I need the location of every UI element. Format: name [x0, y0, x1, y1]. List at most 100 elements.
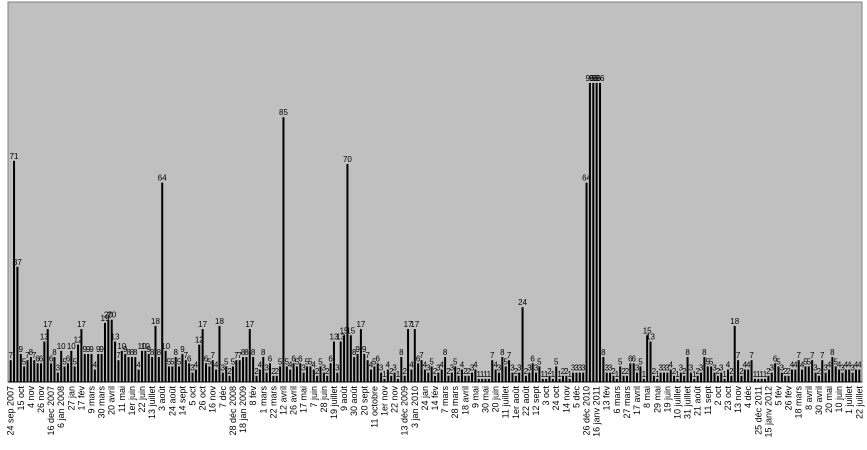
bar — [602, 357, 605, 382]
x-tick-label: 12 avril — [278, 386, 288, 415]
bar — [713, 372, 716, 382]
bar — [514, 375, 517, 382]
value-label: 2 — [786, 367, 791, 376]
x-tick-label: 7 mars — [440, 386, 450, 414]
x-tick-label: 7 juin — [309, 386, 319, 408]
bar — [625, 375, 628, 382]
value-label: 3 — [840, 364, 845, 373]
bar — [757, 378, 760, 382]
bar — [282, 117, 285, 382]
bar — [494, 369, 497, 382]
bar — [484, 378, 487, 382]
value-label: 17 — [410, 320, 419, 329]
value-label: 1 — [655, 370, 660, 379]
bar — [629, 363, 632, 382]
x-tick-label: 19 juin — [662, 386, 672, 413]
value-label: 10 — [117, 342, 126, 351]
x-tick-label: 26 fév — [784, 386, 794, 411]
x-tick-label: 30 avril — [814, 386, 824, 415]
bar — [181, 353, 184, 382]
x-tick-label: 20 juin — [491, 386, 501, 413]
value-label: 8 — [500, 348, 505, 357]
value-label: 19 — [101, 314, 110, 323]
x-tick-label: 18 mars — [794, 386, 804, 419]
bar — [450, 372, 453, 382]
bar — [255, 375, 258, 382]
bar — [716, 375, 719, 382]
bar — [343, 335, 346, 382]
value-label: 6 — [773, 354, 778, 363]
value-label: 5 — [429, 357, 434, 366]
value-label: 9 — [355, 345, 360, 354]
x-tick-label: 1 mars — [258, 386, 268, 414]
bar — [19, 353, 22, 382]
bar — [471, 372, 474, 382]
value-label: 3 — [335, 364, 340, 373]
value-label: 2 — [402, 367, 407, 376]
value-label: 6 — [291, 354, 296, 363]
value-label: 4 — [844, 361, 849, 370]
bar — [39, 363, 42, 382]
x-tick-label: 13 nov — [733, 386, 743, 414]
value-label: 7 — [820, 351, 825, 360]
x-tick-label: 11 octobre — [369, 386, 379, 428]
x-tick-label: 13 fév — [602, 386, 612, 411]
bar — [804, 366, 807, 382]
bar — [723, 378, 726, 382]
bar — [188, 363, 191, 382]
value-label: 4 — [312, 361, 317, 370]
value-label: 5 — [709, 357, 714, 366]
bar — [184, 360, 187, 382]
bar — [609, 372, 612, 382]
value-label: 6 — [328, 354, 333, 363]
bar — [110, 319, 113, 382]
value-label: 2 — [766, 367, 771, 376]
bar — [747, 369, 750, 382]
bar — [834, 366, 837, 382]
bar — [53, 357, 56, 382]
bar — [144, 350, 147, 382]
value-label: 5 — [308, 357, 313, 366]
bar — [174, 357, 177, 382]
bar — [231, 366, 234, 382]
value-label: 3 — [450, 364, 455, 373]
x-tick-label: 26 nov — [36, 386, 46, 414]
value-label: 1 — [722, 370, 727, 379]
bar — [194, 369, 197, 382]
value-label: 3 — [436, 364, 441, 373]
x-tick-label: 14 nov — [561, 386, 571, 414]
value-label: 15 — [346, 326, 355, 335]
value-label: 4 — [790, 361, 795, 370]
value-label: 6 — [66, 354, 71, 363]
bar — [477, 378, 480, 382]
value-label: 9 — [96, 345, 101, 354]
x-tick-label: 22 août — [521, 386, 531, 417]
x-tick-label: 14 fév — [430, 386, 440, 411]
x-tick-label: 1er juin — [127, 386, 137, 416]
value-label: 3 — [517, 364, 522, 373]
bar — [154, 325, 157, 382]
x-tick-label: 18 jan 2009 — [238, 386, 248, 433]
bar — [221, 372, 224, 382]
bar — [615, 378, 618, 382]
x-tick-label: 21 août — [693, 386, 703, 417]
value-label: 7 — [507, 351, 512, 360]
value-label: 6 — [298, 354, 303, 363]
value-label: 20 — [104, 311, 113, 320]
x-tick-label: 5 oct — [188, 386, 198, 406]
bar — [733, 325, 736, 382]
bar — [528, 372, 531, 382]
bar — [302, 372, 305, 382]
bar — [390, 375, 393, 382]
bar — [191, 372, 194, 382]
bar — [423, 369, 426, 382]
value-label: 5 — [638, 357, 643, 366]
x-tick-label: 22 nov — [390, 386, 400, 414]
bar — [383, 378, 386, 382]
x-tick-label: 23 oct — [723, 386, 733, 411]
bar — [787, 375, 790, 382]
value-label: 7 — [736, 351, 741, 360]
x-tick-label: 20 sept — [359, 386, 369, 416]
value-label: 70 — [343, 155, 352, 164]
